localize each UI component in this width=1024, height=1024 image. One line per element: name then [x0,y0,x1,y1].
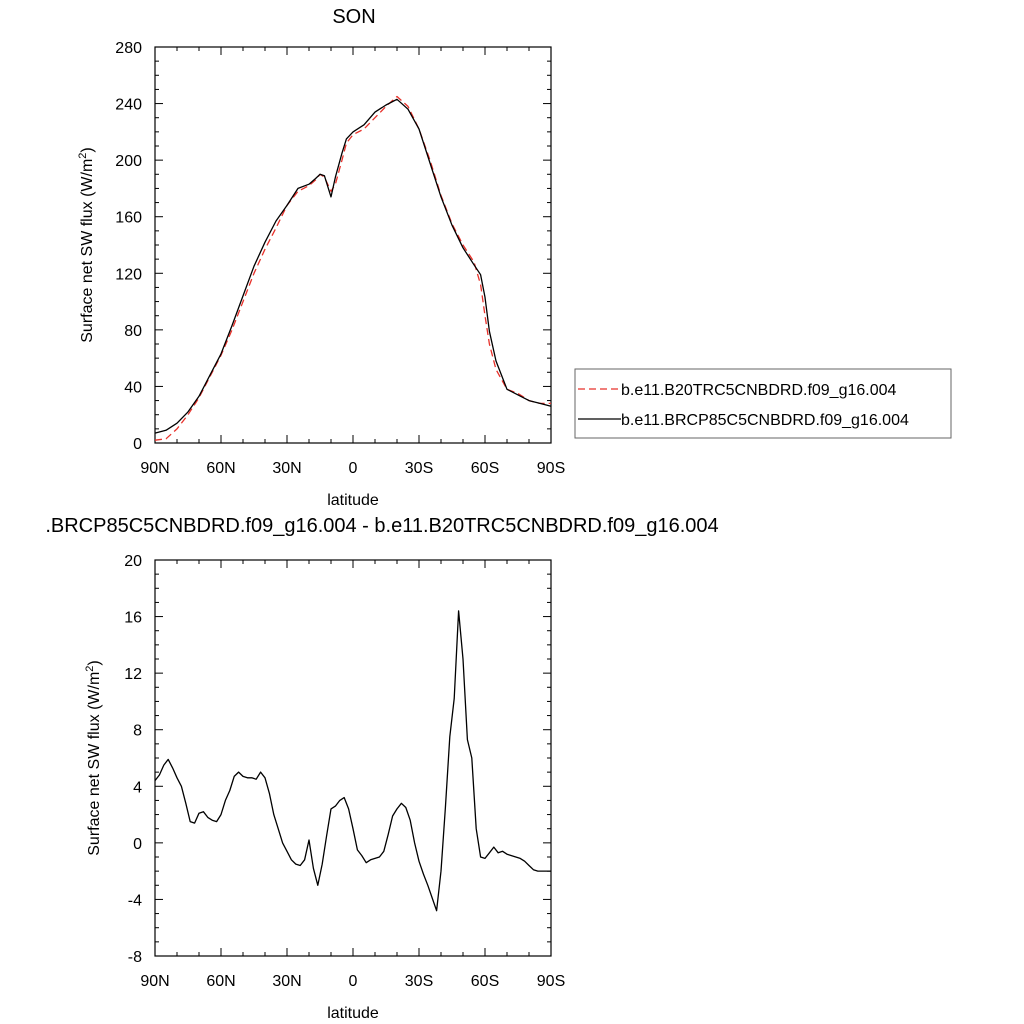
y-tick-label: -8 [128,949,142,966]
y-tick-label: 120 [115,266,142,283]
legend-label-rcp85: b.e11.BRCP85C5CNBDRD.f09_g16.004 [621,412,909,429]
y-tick-label: 200 [115,153,142,170]
y-tick-label: 0 [133,436,142,453]
y-tick-label: 12 [124,666,142,683]
y-tick-label: 40 [124,379,142,396]
x-tick-label: 30N [272,460,301,477]
legend-label-historical: b.e11.B20TRC5CNBDRD.f09_g16.004 [621,382,897,399]
x-tick-label: 30N [272,973,301,990]
x-tick-label: 60S [471,460,499,477]
x-tick-label: 30S [405,973,433,990]
x-tick-label: 90N [140,460,169,477]
x-tick-label: 90S [537,460,565,477]
top-x-axis-title: latitude [327,492,379,509]
top-panel: SON 90N 60N 30N 0 30S 60S 90S 0 40 80 120 160 200 240… [77,6,565,509]
y-tick-label: 16 [124,610,142,627]
bottom-plot-title: .BRCP85C5CNBDRD.f09_g16.004 - b.e11.B20T… [45,515,718,537]
series-line-0 [154,610,551,912]
y-tick-label: 20 [124,553,142,570]
y-tick-label: 4 [133,779,142,796]
x-tick-label: 90S [537,973,565,990]
series-line-1 [154,98,552,434]
y-tick-label: 280 [115,40,142,57]
series-line-0 [154,95,551,441]
top-plot-frame [154,46,552,444]
bottom-y-axis-title: Surface net SW flux (W/m2) [84,660,103,856]
y-tick-label: 0 [133,836,142,853]
x-tick-label: 0 [349,973,358,990]
x-tick-label: 90N [140,973,169,990]
x-tick-label: 0 [349,460,358,477]
x-tick-label: 30S [405,460,433,477]
y-tick-label: 160 [115,210,142,227]
top-plot-title: SON [332,6,375,28]
legend: b.e11.B20TRC5CNBDRD.f09_g16.004 b.e11.BR… [574,368,952,439]
y-tick-label: 8 [133,723,142,740]
x-tick-label: 60S [471,973,499,990]
y-tick-label: 80 [124,323,142,340]
y-tick-label: -4 [128,892,142,909]
y-tick-label: 240 [115,97,142,114]
bottom-plot-frame [154,559,552,957]
x-tick-label: 60N [206,460,235,477]
bottom-x-axis-title: latitude [327,1005,379,1022]
top-y-axis-title: Surface net SW flux (W/m2) [77,147,96,343]
x-tick-label: 60N [206,973,235,990]
legend-box [574,368,952,439]
bottom-panel: .BRCP85C5CNBDRD.f09_g16.004 - b.e11.B20T… [45,515,718,1022]
